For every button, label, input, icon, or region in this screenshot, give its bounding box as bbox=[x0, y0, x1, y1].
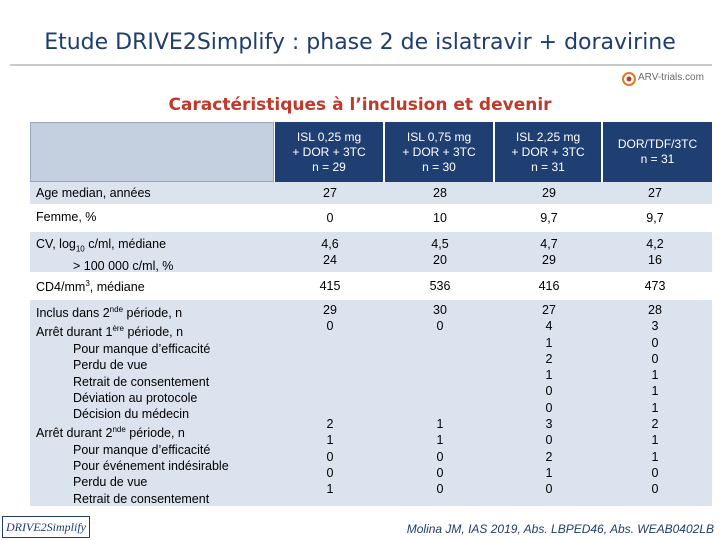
column-header-dor-tdf-3tc: DOR/TDF/3TC n = 31 bbox=[603, 122, 712, 182]
cell-age-2: 29 bbox=[542, 186, 556, 200]
cell-femme-2: 9,7 bbox=[540, 211, 558, 225]
label-p1-item: Perdu de vue bbox=[73, 358, 148, 373]
citation: Molina JM, IAS 2019, Abs. LBPED46, Abs. … bbox=[406, 522, 714, 536]
cell-femme-3: 9,7 bbox=[646, 211, 664, 225]
cell-cd4-3: 473 bbox=[644, 279, 666, 293]
cell-cd4-0: 415 bbox=[319, 279, 341, 293]
column-header-isl-075: ISL 0,75 mg + DOR + 3TC n = 30 bbox=[385, 122, 493, 182]
row-band-cv bbox=[30, 232, 712, 272]
disposition-values-dor-tdf-3tc: 28 3 0 0 1 1 1 2 1 1 0 0 bbox=[648, 303, 662, 497]
column-header-label: ISL 0,75 mg + DOR + 3TC n = 30 bbox=[402, 129, 476, 174]
column-header-isl-025: ISL 0,25 mg + DOR + 3TC n = 29 bbox=[275, 122, 383, 182]
disposition-values-isl-075: 30 0 1 1 0 0 0 bbox=[433, 303, 447, 497]
label-p1-item: Pour manque d’efficacité bbox=[73, 341, 211, 356]
cd4-label-part: CD4/mm bbox=[36, 280, 86, 295]
row-band-femme bbox=[30, 204, 712, 232]
study-badge: DRIVE2Simplify bbox=[2, 516, 90, 538]
cell-femme-1: 10 bbox=[433, 211, 447, 225]
cell-femme-0: 0 bbox=[326, 211, 334, 225]
cell-cv-0: 4,6 24 bbox=[321, 237, 339, 267]
cv-label-subscript: 10 bbox=[75, 244, 85, 254]
column-header-label: ISL 0,25 mg + DOR + 3TC n = 29 bbox=[292, 129, 366, 174]
label-superscript: nde bbox=[109, 305, 124, 314]
label-part: Arrêt durant 1 bbox=[36, 325, 113, 340]
logo-text: ARV-trials.com bbox=[638, 72, 704, 83]
row-label-age: Age median, années bbox=[36, 186, 151, 200]
cell-cd4-1: 536 bbox=[429, 279, 451, 293]
row-label-disposition: Inclus dans 2nde période, n Arrêt durant… bbox=[36, 302, 229, 507]
disposition-values-isl-225: 27 4 1 2 1 0 0 3 0 2 1 0 bbox=[542, 303, 556, 497]
column-header-label: DOR/TDF/3TC n = 31 bbox=[617, 137, 698, 166]
label-part: Inclus dans 2 bbox=[36, 306, 110, 321]
label-part: Arrêt durant 2 bbox=[36, 426, 113, 441]
cd4-label-part: , médiane bbox=[89, 280, 145, 295]
label-p2-item: Pour événement indésirable bbox=[73, 459, 229, 474]
cell-age-1: 28 bbox=[433, 186, 447, 200]
row-band-cd4 bbox=[30, 272, 712, 300]
label-arret-periode2: Arrêt durant 2nde période, n bbox=[36, 422, 229, 441]
label-inclus-periode2: Inclus dans 2nde période, n bbox=[36, 302, 229, 321]
label-p1-item: Retrait de consentement bbox=[73, 374, 210, 389]
column-header-isl-225: ISL 2,25 mg + DOR + 3TC n = 31 bbox=[495, 122, 601, 182]
logo-swirl-icon bbox=[622, 72, 636, 86]
cell-cv-1: 4,5 20 bbox=[431, 237, 449, 267]
label-superscript: nde bbox=[112, 425, 126, 435]
row-label-cd4: CD4/mm3, médiane bbox=[36, 279, 145, 294]
cv-label-line2: > 100 000 c/ml, % bbox=[73, 258, 174, 273]
label-part: période, n bbox=[123, 306, 183, 321]
row-label-femme: Femme, % bbox=[36, 210, 97, 224]
cell-cd4-2: 416 bbox=[538, 279, 560, 293]
column-header-label: ISL 2,25 mg + DOR + 3TC n = 31 bbox=[511, 129, 585, 174]
cv-label-part: CV, log bbox=[36, 237, 76, 251]
cd4-label-superscript: 3 bbox=[85, 279, 90, 288]
label-arret-periode1: Arrêt durant 1ère période, n bbox=[36, 321, 229, 340]
label-part: période, n bbox=[125, 426, 185, 441]
table-subtitle: Caractéristiques à l’inclusion et deveni… bbox=[168, 95, 552, 115]
cell-age-0: 27 bbox=[323, 186, 337, 200]
disposition-values-isl-025: 29 0 2 1 0 0 1 bbox=[323, 303, 337, 497]
row-band-age bbox=[30, 182, 712, 204]
cell-age-3: 27 bbox=[648, 186, 662, 200]
label-superscript: ère bbox=[112, 324, 124, 334]
title-divider bbox=[10, 64, 712, 66]
label-p2-item: Retrait de consentement bbox=[73, 491, 210, 506]
header-blank-cell bbox=[30, 122, 274, 182]
row-label-cv: CV, log10 c/ml, médiane > 100 000 c/ml, … bbox=[36, 236, 173, 274]
arv-trials-logo: ARV-trials.com bbox=[622, 70, 718, 88]
label-p1-item: Déviation au protocole bbox=[73, 390, 198, 405]
label-p1-item: Décision du médecin bbox=[73, 407, 190, 422]
cell-cv-2: 4,7 29 bbox=[540, 237, 558, 267]
label-p2-item: Perdu de vue bbox=[73, 475, 148, 490]
cell-cv-3: 4,2 16 bbox=[646, 237, 664, 267]
label-part: période, n bbox=[124, 325, 184, 340]
cv-label-part: c/ml, médiane bbox=[84, 237, 167, 251]
row-band-disposition bbox=[30, 300, 712, 506]
label-p2-item: Pour manque d’efficacité bbox=[73, 442, 211, 457]
slide-title: Etude DRIVE2Simplify : phase 2 de islatr… bbox=[44, 30, 676, 55]
